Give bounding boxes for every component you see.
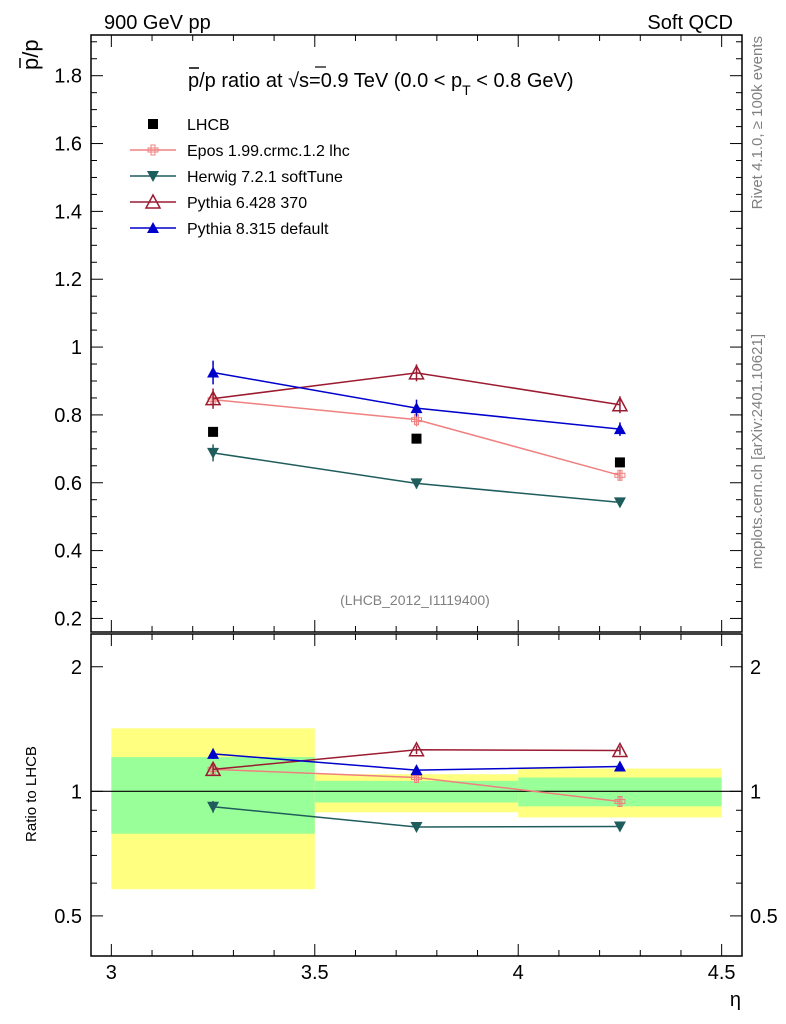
title-pbar: p [188,70,199,92]
ratio-frame [90,633,743,957]
y-tick-label-main: 1.2 [54,269,82,291]
header-left: 900 GeV pp [104,12,211,34]
rivet-label: Rivet 4.1.0, ≥ 100k events [749,36,766,209]
point-ratio-3-1 [410,764,423,776]
data-point-2 [614,457,625,468]
x-tick-label: 4 [513,962,524,984]
legend-entry-2: Herwig 7.2.1 softTune [130,169,343,186]
legend-label: Pythia 8.315 default [187,221,329,238]
point-main-3-2 [613,423,626,435]
axis-ticks: 3 3.5 4 4.5 0.2 0.4 0.6 0.8 1 1.2 1.4 1.6 1.8 0.5 0.5 1… [54,35,778,984]
point-main-1-2 [613,497,626,509]
legend-label: LHCB [187,117,230,134]
legend-marker [148,119,158,129]
y-axis-label-main: p/p [18,39,43,70]
point-main-2-2 [611,396,629,412]
title-post1: =0.9 TeV (0.0 < p [309,70,462,92]
point-ratio-1-1 [410,821,423,833]
legend-marker [147,144,159,156]
title-s: s [299,70,309,92]
y-axis-label-ratio: Ratio to LHCB [23,746,40,842]
point-main-0-2-h [614,472,626,478]
point-ratio-1-2 [613,821,626,833]
point-ratio-1-0 [207,801,220,813]
data-series [208,426,625,468]
legend-marker [147,171,159,182]
legend-marker-h [147,147,159,153]
y-tick-label-ratio: 1 [71,781,82,803]
y-tick-label-main: 1.6 [54,134,82,156]
point-ratio-0-2-v [617,795,623,807]
point-main-2-0 [204,390,222,406]
legend-marker [144,193,162,209]
main-frame [90,34,743,633]
header-right: Soft QCD [647,12,733,34]
legend-entry-1: Epos 1.99.crmc.1.2 lhc [130,143,350,160]
x-axis-label: η [730,989,741,1011]
point-ratio-3-0 [207,747,220,759]
y-tick-label-ratio: 0.5 [54,906,82,928]
plot-frames [90,34,743,957]
title-sqrt: √ [288,70,299,92]
point-ratio-3-2 [613,760,626,772]
title-sub: T [462,82,471,98]
legend-entry-0: LHCB [148,117,230,134]
legend-label: Epos 1.99.crmc.1.2 lhc [187,143,350,160]
point-main-1-1 [410,478,423,490]
series-2 [204,364,629,777]
ylabel-rest: /p [18,39,43,57]
data-point-0 [208,426,219,437]
y-tick-label-main: 1 [71,337,82,359]
point-main-3-1 [410,402,423,414]
legend-entry-4: Pythia 8.315 default [130,221,329,238]
point-main-3-0 [207,366,220,378]
y-tick-label-main: 0.4 [54,541,82,563]
x-tick-label: 3 [106,962,117,984]
y-tick-label-ratio-right: 2 [750,657,761,679]
plot-title: p/p ratio at √s=0.9 TeV (0.0 < pT < 0.8 … [188,66,574,98]
legend-entry-3: Pythia 6.428 370 [130,193,307,212]
y-tick-label-main: 0.6 [54,473,82,495]
legend-label: Pythia 6.428 370 [187,195,307,212]
point-ratio-0-2-h [614,798,626,804]
svg-text:p/p: p/p [18,39,43,70]
legend: LHCB Epos 1.99.crmc.1.2 lhc Herwig 7.2.1 s… [130,117,350,238]
x-tick-label: 3.5 [301,962,329,984]
point-main-0-2 [614,469,626,481]
series-1 [207,444,626,833]
y-tick-label-ratio-right: 1 [750,781,761,803]
point-ratio-2-2 [611,741,629,758]
point-main-1-0 [207,447,220,459]
point-ratio-0-2 [614,795,626,807]
legend-marker [147,222,159,233]
y-tick-label-main: 1.4 [54,201,82,223]
y-tick-label-ratio: 2 [71,657,82,679]
point-main-0-1-h [411,417,422,423]
point-ratio-0-1-h [411,775,422,781]
y-tick-label-main: 0.8 [54,405,82,427]
x-tick-label: 4.5 [708,962,736,984]
point-ratio-2-1 [408,741,425,757]
data-point-1 [411,433,422,444]
title-post2: < 0.8 GeV) [471,70,574,92]
y-tick-label-ratio-right: 0.5 [750,906,778,928]
series-line-main-1 [212,452,621,504]
point-main-0-2-v [617,469,623,481]
y-tick-label-main: 1.8 [54,66,82,88]
y-tick-label-main: 0.2 [54,608,82,630]
point-main-2-1 [408,364,425,380]
svg-text:p/p ratio at √s=0.9 TeV (0.0 <: p/p ratio at √s=0.9 TeV (0.0 < pT < 0.8 … [188,70,574,98]
title-mid: /p ratio at [199,70,288,92]
legend-marker-v [150,144,156,156]
series-layer [204,360,629,833]
analysis-id: (LHCB_2012_I1119400) [340,592,490,608]
ylabel-pbar: p [18,58,43,70]
mcplots-label: mcplots.cern.ch [arXiv:2401.10621] [749,334,766,569]
series-3 [207,360,626,776]
point-ratio-2-0 [204,760,222,777]
legend-label: Herwig 7.2.1 softTune [187,169,343,186]
